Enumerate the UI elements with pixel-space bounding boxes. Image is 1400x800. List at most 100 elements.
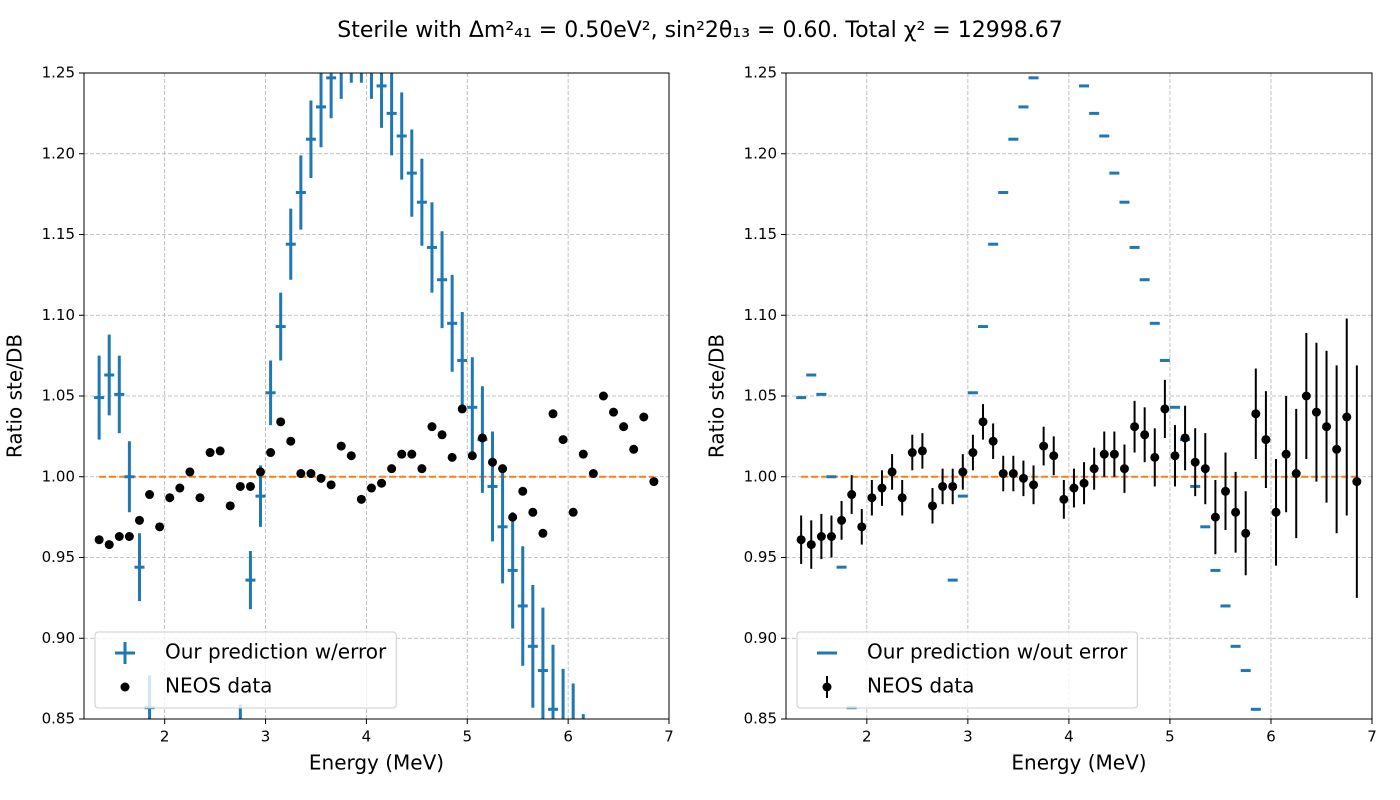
legend: Our prediction w/error NEOS data <box>94 631 397 709</box>
y-tick-label: 1.20 <box>42 144 75 162</box>
data-point <box>356 494 366 504</box>
data-point <box>887 467 897 477</box>
data-point <box>417 464 427 474</box>
y-tick-label: 1.25 <box>42 64 75 82</box>
data-point <box>1311 407 1321 417</box>
data-point <box>958 467 968 477</box>
data-point <box>1089 464 1099 474</box>
data-point <box>205 448 215 458</box>
data-point <box>1190 457 1200 467</box>
data-point <box>437 430 447 440</box>
data-point <box>457 404 467 414</box>
data-point <box>528 507 538 517</box>
data-point <box>1210 512 1220 522</box>
legend-label: Our prediction w/error <box>165 640 387 664</box>
y-tick-label: 1.05 <box>744 387 777 405</box>
y-axis-label: Ratio ste/DB <box>3 334 27 458</box>
x-tick-label: 6 <box>563 728 573 746</box>
axes: 0.85 0.90 0.95 1.00 1.05 1.10 1.15 1.20 1.25 2 3 4 5… <box>705 64 1377 775</box>
data-point <box>276 417 286 427</box>
data-point <box>195 493 205 503</box>
data-point <box>847 490 857 500</box>
data-point <box>568 507 578 517</box>
data-point <box>498 464 508 474</box>
y-tick-label: 1.15 <box>744 225 777 243</box>
data-point <box>1170 451 1180 461</box>
data-point <box>94 535 104 545</box>
data-point <box>235 481 245 491</box>
data-point <box>1241 528 1251 538</box>
data-point <box>1039 441 1049 451</box>
data-point <box>877 483 887 493</box>
x-tick-label: 4 <box>1064 728 1074 746</box>
data-point <box>978 417 988 427</box>
x-tick-label: 5 <box>1165 728 1175 746</box>
data-point <box>467 451 477 461</box>
data-point <box>1271 507 1281 517</box>
data-point <box>548 409 558 419</box>
data-point <box>175 483 185 493</box>
data-point <box>988 436 998 446</box>
data-point <box>366 483 376 493</box>
data-point <box>897 493 907 503</box>
plot-area <box>94 73 659 719</box>
figure-title: Sterile with Δm²₄₁ = 0.50eV², sin²2θ₁₃ =… <box>337 18 1062 43</box>
data-point <box>598 391 608 401</box>
x-tick-label: 7 <box>1367 728 1377 746</box>
x-tick-label: 5 <box>463 728 473 746</box>
y-tick-label: 1.20 <box>744 144 777 162</box>
data-point <box>619 422 629 432</box>
y-tick-label: 1.05 <box>42 387 75 405</box>
data-point <box>215 446 225 456</box>
x-tick-label: 3 <box>261 728 271 746</box>
y-tick-label: 0.85 <box>744 710 777 728</box>
x-tick-label: 7 <box>664 728 674 746</box>
data-point <box>316 473 326 483</box>
data-point <box>134 515 144 525</box>
data-point <box>377 478 387 488</box>
y-tick-label: 1.10 <box>42 306 75 324</box>
plot-area <box>796 76 1362 711</box>
x-tick-label: 4 <box>362 728 372 746</box>
data-point <box>1281 449 1291 459</box>
data-point <box>857 522 867 532</box>
data-point <box>397 449 407 459</box>
legend-label: Our prediction w/out error <box>867 640 1128 664</box>
data-point <box>1130 422 1140 432</box>
data-point <box>578 449 588 459</box>
data-point <box>1049 451 1059 461</box>
legend-key <box>120 682 130 692</box>
data-point <box>1029 480 1039 490</box>
data-point <box>477 433 487 443</box>
legend-key <box>822 682 832 692</box>
data-point <box>145 490 155 500</box>
data-point <box>165 493 175 503</box>
data-point <box>629 444 639 454</box>
y-tick-label: 0.85 <box>42 710 75 728</box>
data-point <box>837 515 847 525</box>
legend: Our prediction w/out error NEOS data <box>796 631 1138 709</box>
x-axis-label: Energy (MeV) <box>1011 751 1146 775</box>
data-point <box>1332 444 1342 454</box>
data-point <box>1069 483 1079 493</box>
data-point <box>346 451 356 461</box>
x-tick-label: 6 <box>1266 728 1276 746</box>
data-point <box>1261 435 1271 445</box>
data-point <box>387 464 397 474</box>
data-point <box>1008 469 1018 479</box>
data-point <box>114 532 124 542</box>
data-point <box>558 435 568 445</box>
y-tick-label: 1.15 <box>42 225 75 243</box>
legend-label: NEOS data <box>867 674 974 698</box>
data-point <box>796 535 806 545</box>
y-tick-label: 0.90 <box>42 629 75 647</box>
data-point <box>609 407 619 417</box>
data-point <box>1200 464 1210 474</box>
data-point <box>816 532 826 542</box>
x-tick-label: 2 <box>160 728 170 746</box>
data-point <box>1119 464 1129 474</box>
axes: 0.85 0.90 0.95 1.00 1.05 1.10 1.15 1.20 1.25 2 3 4 5… <box>3 64 674 775</box>
data-point <box>1180 433 1190 443</box>
data-point <box>1140 430 1150 440</box>
data-point <box>1301 391 1311 401</box>
